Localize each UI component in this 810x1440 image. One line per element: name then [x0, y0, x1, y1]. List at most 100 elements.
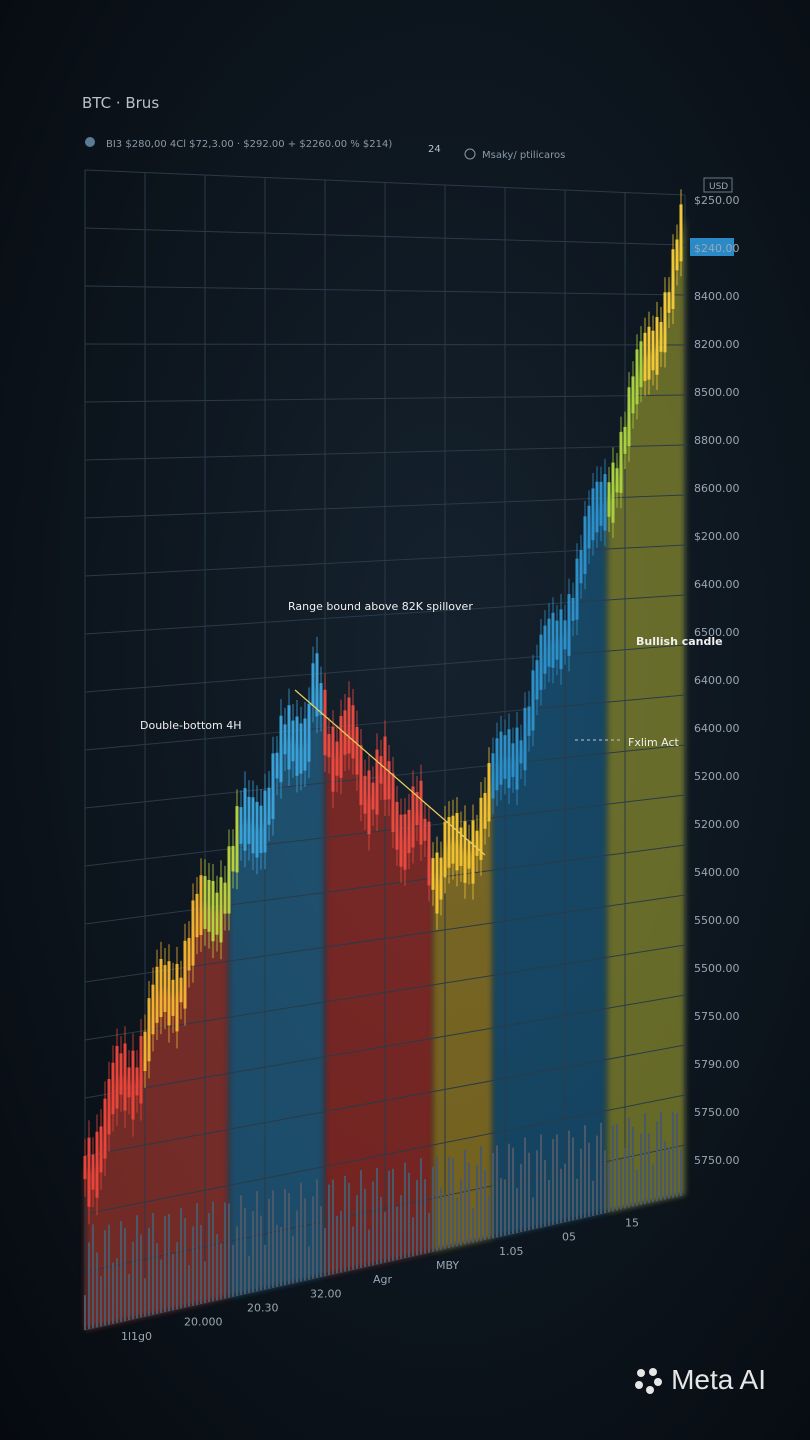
x-tick-label: Agr	[373, 1273, 393, 1286]
candle	[671, 249, 675, 310]
candle	[311, 663, 315, 706]
candle	[619, 431, 623, 493]
candle	[539, 634, 543, 690]
candle	[575, 558, 579, 620]
annotation: Bullish candle	[636, 635, 723, 648]
candle	[319, 683, 323, 716]
glow-band	[607, 215, 685, 1213]
y-tick-label: 8800.00	[694, 434, 740, 447]
candle	[339, 716, 343, 778]
candle	[171, 979, 175, 1016]
candle	[295, 716, 299, 776]
candle	[387, 761, 391, 800]
candle	[259, 805, 263, 853]
grid-line	[84, 994, 686, 1099]
x-tick-label: 15	[625, 1217, 639, 1230]
candle	[363, 775, 367, 814]
candle	[531, 670, 535, 731]
candle	[327, 734, 331, 758]
candle	[211, 881, 215, 942]
candle	[499, 731, 503, 785]
glow-band	[85, 879, 229, 1330]
candle	[275, 752, 279, 779]
candle	[455, 813, 459, 871]
watermark: Meta AI	[633, 1364, 766, 1396]
candle	[143, 1031, 147, 1072]
candle	[91, 1154, 95, 1190]
candle	[279, 715, 283, 783]
candle	[395, 801, 399, 850]
grid-line	[84, 169, 686, 196]
candle	[131, 1050, 135, 1120]
candle	[367, 770, 371, 835]
candle	[451, 815, 455, 864]
glow-bands	[85, 215, 685, 1330]
y-tick-label: 8400.00	[694, 290, 740, 303]
candle	[555, 620, 559, 660]
candle	[443, 821, 447, 878]
grid-line	[84, 227, 686, 246]
candle	[659, 321, 663, 352]
candle	[343, 710, 347, 755]
candle	[547, 618, 551, 667]
candle	[135, 1067, 139, 1096]
candle	[195, 893, 199, 938]
x-tick-label: 1l1g0	[121, 1330, 152, 1343]
candle	[519, 740, 523, 764]
candle	[323, 689, 327, 756]
candle	[523, 707, 527, 771]
grid-line	[84, 494, 686, 519]
candle	[139, 1036, 143, 1104]
candle	[119, 1053, 123, 1095]
grid-line	[84, 644, 686, 693]
candle	[515, 727, 519, 790]
currency: USD	[709, 182, 728, 192]
y-tick-label: $240.00	[694, 242, 740, 255]
candle	[399, 814, 403, 867]
candle	[675, 239, 679, 271]
grid-line	[84, 343, 686, 346]
candle	[103, 1098, 107, 1159]
candle	[543, 625, 547, 674]
currency-box	[703, 177, 733, 193]
candle	[471, 820, 475, 884]
badge-text: Meta AI	[671, 1364, 766, 1395]
candle	[215, 892, 219, 935]
candle	[475, 830, 479, 856]
candle	[123, 1043, 127, 1111]
interval: 24	[428, 144, 441, 155]
candle	[407, 809, 411, 854]
candle	[679, 204, 683, 262]
candle	[627, 387, 631, 447]
y-tick-label: 8500.00	[694, 386, 740, 399]
candle	[95, 1131, 99, 1198]
candle	[127, 1067, 131, 1098]
y-tick-label: 5400.00	[694, 866, 740, 879]
candle	[511, 743, 515, 778]
annotation: Fxlim Act	[628, 736, 680, 749]
candle	[667, 292, 671, 313]
candle	[183, 940, 187, 1009]
y-tick-label: 5750.00	[694, 1154, 740, 1167]
labels: BTC · Brus BI3 $280,00 4Cl $72,3.00 · $2…	[82, 94, 740, 1343]
candle	[243, 788, 247, 851]
x-tick-label: 1.05	[499, 1245, 524, 1258]
candle	[639, 341, 643, 388]
grid-line	[84, 1094, 686, 1215]
candle	[603, 474, 607, 531]
candle	[391, 773, 395, 832]
candle	[115, 1045, 119, 1109]
y-tick-label: 8200.00	[694, 338, 740, 351]
candle	[563, 620, 567, 650]
y-tick-label: 5200.00	[694, 770, 740, 783]
candle	[599, 481, 603, 526]
candle	[83, 1156, 87, 1180]
candle	[255, 801, 259, 858]
candle	[283, 724, 287, 755]
candle	[147, 998, 151, 1062]
y-tick-label: 6400.00	[694, 722, 740, 735]
candle	[371, 782, 375, 810]
candle	[631, 376, 635, 414]
